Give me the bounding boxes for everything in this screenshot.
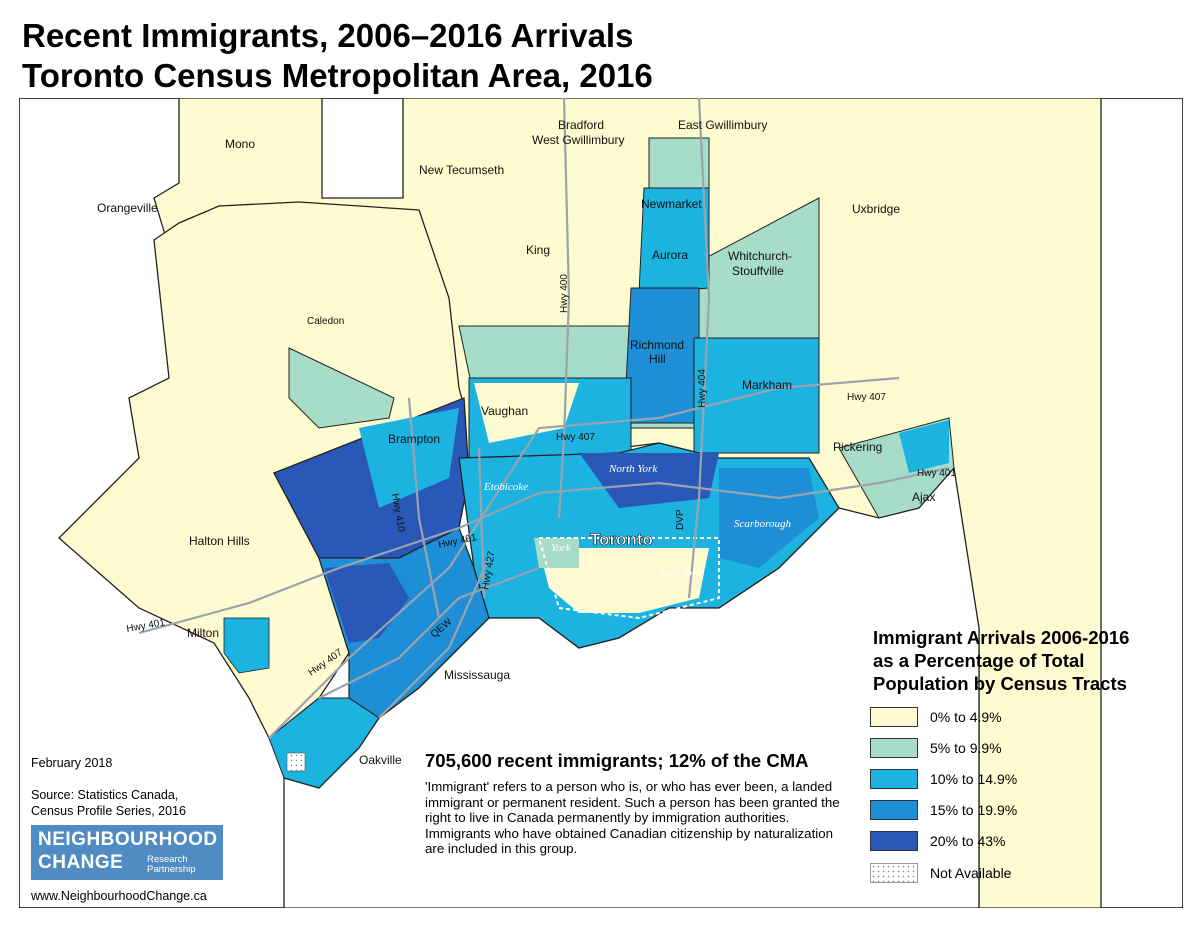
legend-item: 10% to 14.9% [870,768,1017,790]
label-hwy400: Hwy 400 [559,274,570,313]
label-east-york: East York [658,567,702,579]
legend-swatch-not-available [870,863,918,883]
logo-line-1: NEIGHBOURHOOD [38,829,218,850]
source-line-1: Source: Statistics Canada, [31,788,179,802]
label-whitchurch-2: Stouffville [732,264,784,278]
map-title-line-2: Toronto Census Metropolitan Area, 2016 [22,57,653,94]
label-mississauga: Mississauga [444,668,510,682]
legend-item: Not Available [870,862,1011,884]
label-milton: Milton [187,626,219,640]
label-king: King [526,243,550,257]
label-west-gwillimbury: West Gwillimbury [532,133,624,147]
label-richmond: Richmond [630,338,684,352]
source-line-2: Census Profile Series, 2016 [31,804,186,818]
label-uxbridge: Uxbridge [852,202,900,216]
label-hwy404: Hwy 404 [697,369,708,408]
region-caledon-south [288,347,395,429]
legend-item: 5% to 9.9% [870,737,1002,759]
label-scarborough: Scarborough [734,518,792,530]
legend-label: 20% to 43% [930,833,1006,849]
logo-line-2: CHANGE [38,852,124,873]
website-link[interactable]: www.NeighbourhoodChange.ca [31,889,207,903]
region-markham [693,337,820,454]
label-york: York [551,542,572,554]
legend-item: 20% to 43% [870,830,1006,852]
label-hwy401-east: Hwy 401 [917,468,956,479]
label-east-gwillimbury: East Gwillimbury [678,118,767,132]
map-title-line-1: Recent Immigrants, 2006–2016 Arrivals [22,17,634,54]
legend-item: 15% to 19.9% [870,799,1017,821]
region-york-district [534,538,579,568]
legend-label: 10% to 14.9% [930,771,1018,787]
legend-label: 5% to 9.9% [930,740,1002,756]
label-mono: Mono [225,137,255,151]
region-downtown [539,548,709,613]
region-brampton-inner [359,408,459,508]
label-pickering: Pickering [833,440,882,454]
map-frame: Mono Orangeville New Tecumseth Bradford … [19,98,1183,908]
legend-label: 0% to 4.9% [930,709,1002,725]
label-caledon: Caledon [307,316,344,327]
label-hwy407-east: Hwy 407 [847,392,886,403]
logo-sub-2: Partnership [147,864,196,875]
label-orangeville: Orangeville [97,201,158,215]
legend-swatch [870,800,918,820]
label-whitchurch-1: Whitchurch- [728,249,792,263]
label-hwy407-mid: Hwy 407 [556,432,595,443]
region-north-york [579,453,719,508]
legend-label: Not Available [930,865,1012,881]
label-halton-hills: Halton Hills [189,534,250,548]
legend-swatch [870,707,918,727]
region-ajax [899,420,949,473]
legend-label: 15% to 19.9% [930,802,1018,818]
lake-ontario [283,466,980,908]
legend-title-line-1: Immigrant Arrivals 2006-2016 [873,627,1130,648]
label-oakville: Oakville [359,753,402,767]
label-brampton: Brampton [388,432,440,446]
legend-swatch [870,769,918,789]
label-newmarket: Newmarket [641,197,702,211]
label-hill: Hill [649,352,666,366]
label-bradford: Bradford [558,118,604,132]
region-vaughan-north [474,383,579,443]
legend-item: 0% to 4.9% [870,706,1002,728]
label-aurora: Aurora [652,248,688,262]
legend-swatch [870,831,918,851]
label-etobicoke: Etobicoke [483,481,528,493]
label-vaughan: Vaughan [481,404,528,418]
region-not-available [286,752,306,772]
stat-description: 'Immigrant' refers to a person who is, o… [425,779,840,857]
legend-title-line-3: Population by Census Tracts [873,673,1127,694]
region-west [58,201,465,740]
label-north-york: North York [608,463,658,475]
stat-headline: 705,600 recent immigrants; 12% of the CM… [425,750,809,771]
label-markham: Markham [742,378,792,392]
logo-sub-1: Research [147,854,188,865]
label-toronto: Toronto [590,530,653,549]
legend-swatch [870,738,918,758]
toronto-core-outline [537,537,720,620]
label-ajax: Ajax [912,490,935,504]
label-new-tecumseth: New Tecumseth [419,163,504,177]
legend-title: Immigrant Arrivals 2006-2016 as a Percen… [873,626,1129,695]
region-milton-patch [223,617,270,674]
label-dvp: DVP [675,509,686,530]
legend-title-line-2: as a Percentage of Total [873,650,1085,671]
highway-network [138,98,950,739]
neighbourhood-change-logo: NEIGHBOURHOOD CHANGE Research Partnershi… [31,825,223,880]
publication-date: February 2018 [31,756,113,770]
